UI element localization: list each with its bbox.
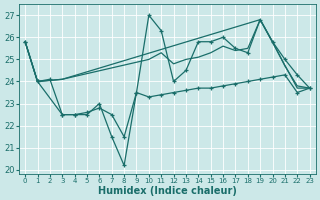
X-axis label: Humidex (Indice chaleur): Humidex (Indice chaleur) (98, 186, 237, 196)
